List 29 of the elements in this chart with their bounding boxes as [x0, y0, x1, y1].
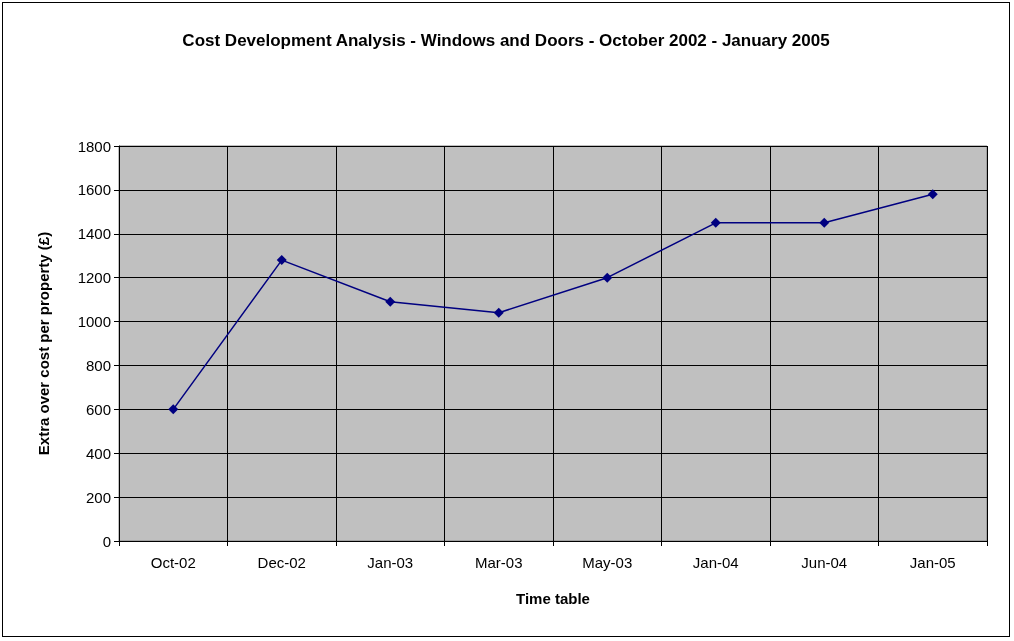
point — [276, 255, 287, 266]
chart-title: Cost Development Analysis - Windows and Doors - October 2002 - January 2005 — [182, 30, 830, 50]
x-tick-label: Mar-03 — [474, 554, 523, 571]
point — [493, 307, 504, 318]
y-tick-label: 1600 — [77, 181, 111, 199]
x-tick-label: Dec-02 — [257, 554, 306, 571]
point — [168, 404, 179, 415]
y-tick-label: 800 — [85, 356, 111, 374]
x-tick-label: Jan-05 — [909, 554, 956, 571]
x-tick-label: Oct-02 — [150, 554, 196, 571]
x-axis-title: Time table — [516, 590, 590, 607]
x-tick-label: Jan-04 — [692, 554, 739, 571]
y-tick-label: 1200 — [77, 269, 111, 287]
y-tick-label: 1000 — [77, 313, 111, 331]
y-tick-label: 0 — [102, 532, 111, 550]
y-tick-label: 1400 — [77, 225, 111, 243]
y-tick-label: 400 — [85, 444, 111, 462]
y-tick-label: 600 — [85, 400, 111, 418]
y-tick-label: 200 — [85, 488, 111, 506]
point — [819, 217, 830, 228]
point — [710, 217, 721, 228]
point — [927, 189, 938, 200]
y-axis-title: Extra over cost per property (£) — [35, 231, 52, 456]
x-tick-label: Jan-03 — [367, 554, 414, 571]
x-tick-label: Jun-04 — [801, 554, 848, 571]
point — [602, 272, 613, 283]
y-tick-label: 1800 — [77, 137, 111, 155]
point — [385, 296, 396, 307]
x-tick-label: May-03 — [582, 554, 633, 571]
